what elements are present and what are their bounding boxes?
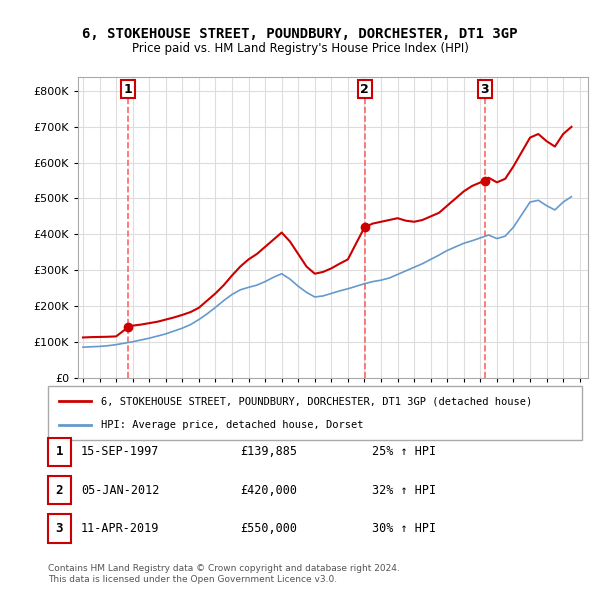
Text: 1: 1 <box>124 83 132 96</box>
Text: This data is licensed under the Open Government Licence v3.0.: This data is licensed under the Open Gov… <box>48 575 337 584</box>
Text: 32% ↑ HPI: 32% ↑ HPI <box>372 484 436 497</box>
Text: 2: 2 <box>360 83 369 96</box>
Text: 15-SEP-1997: 15-SEP-1997 <box>81 445 160 458</box>
FancyBboxPatch shape <box>48 386 582 440</box>
Text: 1: 1 <box>56 445 63 458</box>
Text: 3: 3 <box>56 522 63 535</box>
Text: 6, STOKEHOUSE STREET, POUNDBURY, DORCHESTER, DT1 3GP: 6, STOKEHOUSE STREET, POUNDBURY, DORCHES… <box>82 27 518 41</box>
Text: 11-APR-2019: 11-APR-2019 <box>81 522 160 535</box>
Text: Contains HM Land Registry data © Crown copyright and database right 2024.: Contains HM Land Registry data © Crown c… <box>48 565 400 573</box>
Text: £139,885: £139,885 <box>240 445 297 458</box>
Text: 3: 3 <box>481 83 489 96</box>
Text: 6, STOKEHOUSE STREET, POUNDBURY, DORCHESTER, DT1 3GP (detached house): 6, STOKEHOUSE STREET, POUNDBURY, DORCHES… <box>101 396 533 407</box>
Text: 30% ↑ HPI: 30% ↑ HPI <box>372 522 436 535</box>
Text: £550,000: £550,000 <box>240 522 297 535</box>
Text: 25% ↑ HPI: 25% ↑ HPI <box>372 445 436 458</box>
Text: £420,000: £420,000 <box>240 484 297 497</box>
Text: 05-JAN-2012: 05-JAN-2012 <box>81 484 160 497</box>
Text: 2: 2 <box>56 484 63 497</box>
Text: HPI: Average price, detached house, Dorset: HPI: Average price, detached house, Dors… <box>101 419 364 430</box>
Text: Price paid vs. HM Land Registry's House Price Index (HPI): Price paid vs. HM Land Registry's House … <box>131 42 469 55</box>
